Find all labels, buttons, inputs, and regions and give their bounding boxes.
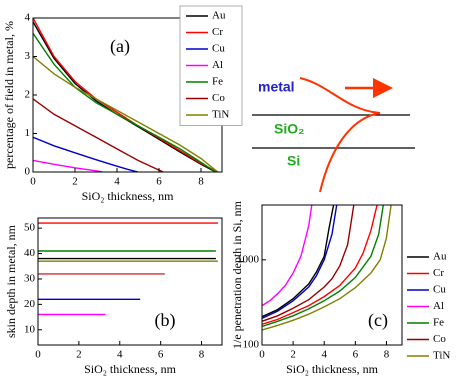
y-tick-label: 20 (24, 298, 36, 310)
field-curve (299, 77, 381, 193)
plot-frame (261, 204, 403, 346)
x-tick-label: 4 (321, 349, 327, 361)
x-tick-label: 4 (117, 349, 123, 361)
data-line (262, 205, 338, 320)
data-line (33, 33, 217, 172)
x-axis-label: SiO₂ thickness, nm (84, 362, 177, 376)
panel-label: (b) (155, 310, 176, 331)
si-label: Si (287, 153, 300, 169)
legend-label: Al (212, 59, 223, 71)
data-line (262, 205, 313, 307)
legend-label: Cr (212, 26, 223, 38)
y-tick-label: 1 (25, 127, 31, 139)
y-axis-label: skin depth in metal, nm (4, 224, 18, 338)
y-tick-label: 2 (25, 89, 31, 101)
y-tick-label: 50 (24, 222, 36, 234)
data-line (262, 205, 392, 331)
data-line (262, 205, 384, 328)
data-line (33, 18, 219, 172)
x-tick-label: 8 (199, 349, 205, 361)
legend-label: Cr (433, 267, 444, 279)
legend-label: Au (212, 10, 226, 22)
legend-label: Cu (212, 43, 225, 55)
y-axis-label: 1/e penetration depth in Si, nm (230, 200, 244, 349)
x-tick-label: 4 (114, 176, 120, 188)
x-tick-label: 8 (384, 349, 390, 361)
data-line (33, 98, 164, 172)
x-tick-label: 0 (30, 176, 36, 188)
legend-label: Fe (433, 317, 444, 329)
y-axis-label: percentage of field in metal, % (2, 21, 16, 169)
x-tick-label: 8 (198, 176, 204, 188)
sio2-label: SiO₂ (274, 121, 304, 137)
x-tick-label: 2 (290, 349, 296, 361)
x-axis-label: SiO₂ thickness, nm (82, 189, 175, 203)
legend-label: Cu (433, 284, 446, 296)
y-tick-label: 0 (25, 166, 31, 178)
legend-label: Co (433, 333, 446, 345)
x-tick-label: 2 (76, 349, 82, 361)
metal-label: metal (258, 79, 295, 95)
x-tick-label: 0 (259, 349, 265, 361)
y-tick-label: 3 (25, 50, 31, 62)
x-tick-label: 2 (72, 176, 78, 188)
y-tick-label: 100 (243, 339, 260, 351)
data-line (262, 205, 355, 322)
x-tick-label: 6 (158, 349, 164, 361)
y-tick-label: 1000 (237, 253, 260, 265)
plot-frame (37, 217, 223, 346)
legend-label: Al (433, 300, 444, 312)
data-line (262, 205, 335, 318)
data-line (33, 136, 139, 172)
y-tick-label: 4 (25, 12, 31, 24)
x-tick-label: 0 (35, 349, 41, 361)
x-tick-label: 6 (353, 349, 359, 361)
data-line (33, 55, 219, 172)
legend-label: Au (433, 251, 447, 263)
legend-label: TiN (433, 350, 450, 362)
legend-label: Fe (212, 76, 223, 88)
y-tick-label: 10 (24, 323, 36, 335)
y-tick-label: 40 (24, 247, 36, 259)
y-tick-label: 30 (24, 272, 36, 284)
schematic: metal SiO₂ Si (252, 77, 415, 193)
x-tick-label: 6 (156, 176, 162, 188)
legend-label: Co (212, 92, 225, 104)
data-line (262, 205, 378, 325)
panel-label: (a) (110, 36, 130, 57)
legend-label: TiN (212, 109, 229, 121)
x-axis-label: SiO₂ thickness, nm (286, 362, 379, 376)
panel-label: (c) (368, 310, 388, 331)
data-line (33, 159, 103, 172)
